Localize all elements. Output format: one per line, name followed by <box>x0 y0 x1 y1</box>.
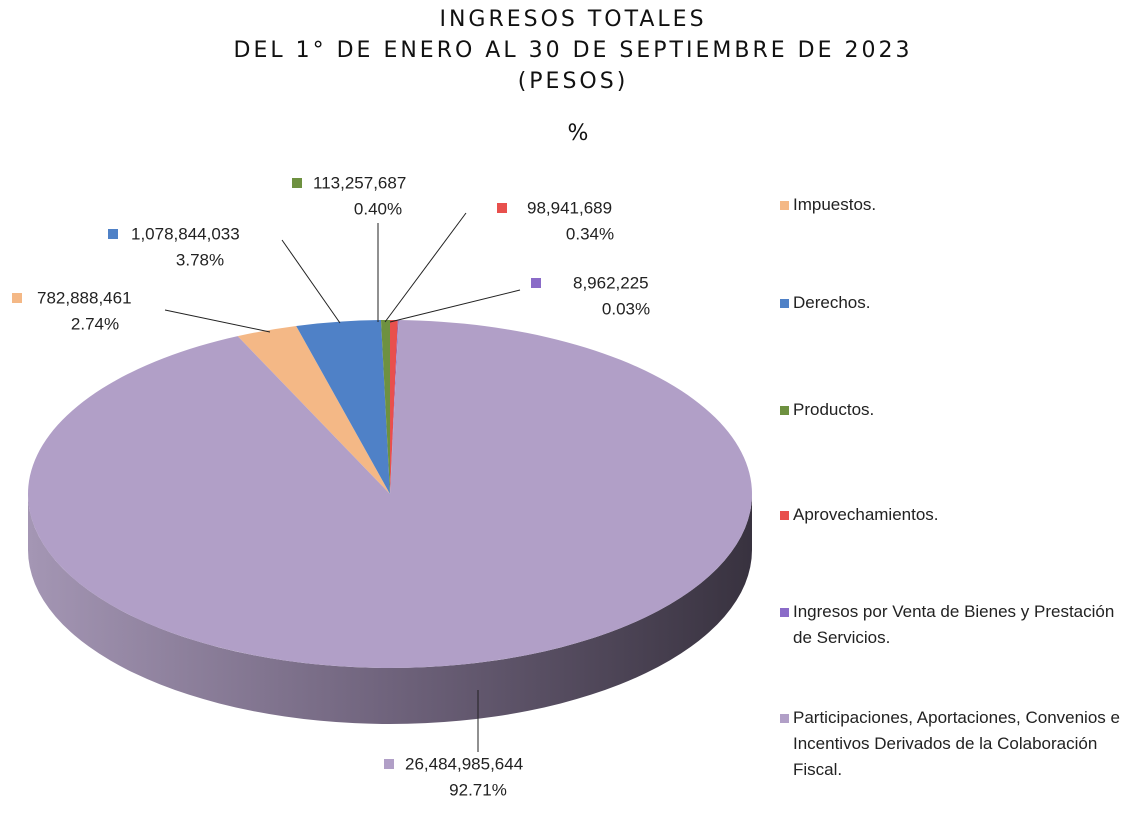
chart-title: % <box>568 121 589 146</box>
legend-swatch <box>780 714 789 723</box>
legend-item: Ingresos por Venta de Bienes y Prestació… <box>780 599 1123 651</box>
legend-item: Aprovechamientos. <box>780 502 1146 528</box>
legend-swatch <box>780 406 789 415</box>
label-swatch <box>292 178 302 188</box>
slice <box>237 325 390 494</box>
slice <box>296 320 390 494</box>
data-label: 2.74% <box>71 314 119 333</box>
data-label: 98,941,689 <box>527 198 612 217</box>
legend-label: Participaciones, Aportaciones, Convenios… <box>793 708 1120 779</box>
slice <box>390 320 398 494</box>
legend-label: Aprovechamientos. <box>793 505 939 524</box>
label-swatch <box>108 229 118 239</box>
label-swatch <box>531 278 541 288</box>
data-label: 3.78% <box>176 250 224 269</box>
slice <box>380 320 390 494</box>
data-label: 0.03% <box>602 299 650 318</box>
data-label: 26,484,985,644 <box>405 754 523 773</box>
leader-line <box>164 309 271 333</box>
legend-item: Derechos. <box>780 290 1146 316</box>
legend-swatch <box>780 511 789 520</box>
data-label: 0.40% <box>354 199 402 218</box>
data-label: 113,257,687 <box>313 173 406 192</box>
label-swatch <box>384 759 394 769</box>
legend-swatch <box>780 201 789 210</box>
legend-item: Productos. <box>780 397 1146 423</box>
legend-label: Impuestos. <box>793 195 877 214</box>
slice-side <box>28 494 752 724</box>
leader-line <box>384 212 467 323</box>
data-label: 92.71% <box>449 780 507 799</box>
chart-title: INGRESOS TOTALES <box>439 7 706 32</box>
legend-label: Derechos. <box>793 293 871 312</box>
chart-title: DEL 1° DE ENERO AL 30 DE SEPTIEMBRE DE 2… <box>234 38 913 63</box>
data-label: 1,078,844,033 <box>131 224 240 243</box>
leader-line <box>389 289 521 323</box>
legend-swatch <box>780 608 789 617</box>
slice <box>27 320 752 668</box>
label-swatch <box>497 203 507 213</box>
data-label: 8,962,225 <box>573 273 649 292</box>
legend-item: Participaciones, Aportaciones, Convenios… <box>780 705 1138 783</box>
legend-label: Productos. <box>793 400 875 419</box>
legend-label: Ingresos por Venta de Bienes y Prestació… <box>793 602 1115 647</box>
chart-title: (PESOS) <box>518 69 629 94</box>
label-swatch <box>12 293 22 303</box>
leader-line <box>281 239 341 324</box>
slice <box>390 320 399 494</box>
legend-item: Impuestos. <box>780 192 1146 218</box>
data-label: 782,888,461 <box>37 288 132 307</box>
legend-swatch <box>780 299 789 308</box>
data-label: 0.34% <box>566 224 614 243</box>
